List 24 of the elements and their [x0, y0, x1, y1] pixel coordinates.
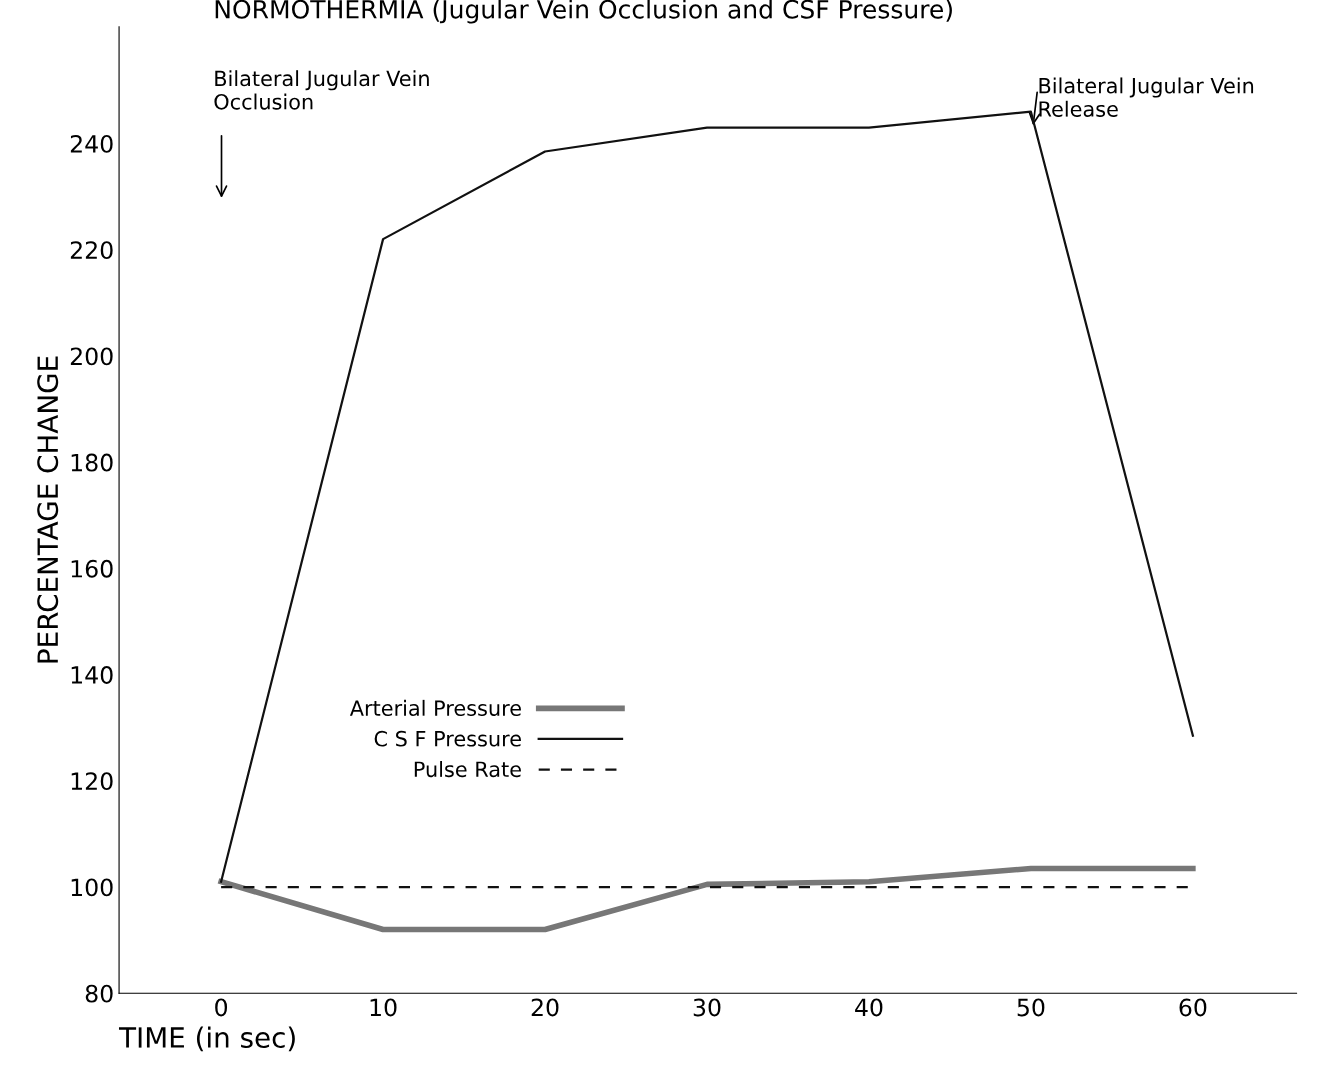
x-tick-label: 30: [693, 998, 721, 1017]
legend-label: C S F Pressure: [374, 730, 521, 747]
y-tick-label: 200: [70, 347, 113, 366]
y-tick-label: 100: [71, 878, 113, 897]
legend-label: Pulse Rate: [414, 761, 521, 778]
y-tick-label: 220: [70, 241, 113, 260]
x-tick-label: 60: [1179, 998, 1207, 1017]
y-axis-title: PERCENTAGE CHANGE: [37, 356, 59, 663]
legend-label: Arterial Pressure: [349, 699, 521, 716]
y-tick-label: 140: [71, 666, 113, 684]
annotation: Bilateral Jugular Vein Release: [1039, 77, 1254, 117]
x-axis-title: TIME (in sec): [118, 1026, 295, 1052]
y-tick-label: 240: [70, 134, 113, 153]
y-tick-label: 160: [71, 559, 113, 578]
x-tick-label: 10: [370, 998, 397, 1017]
y-tick-label: 180: [71, 453, 113, 472]
x-tick-label: 20: [531, 998, 559, 1017]
annotation: Bilateral Jugular Vein Occlusion: [214, 70, 429, 110]
x-tick-label: 0: [215, 998, 228, 1017]
y-tick-label: 120: [71, 772, 113, 791]
y-tick-label: 80: [85, 984, 113, 1003]
chart-title: NORMOTHERMIA (Jugular Vein Occlusion and CSF Pressure): [215, 0, 952, 24]
x-tick-label: 50: [1017, 998, 1045, 1017]
x-tick-label: 40: [855, 998, 883, 1017]
